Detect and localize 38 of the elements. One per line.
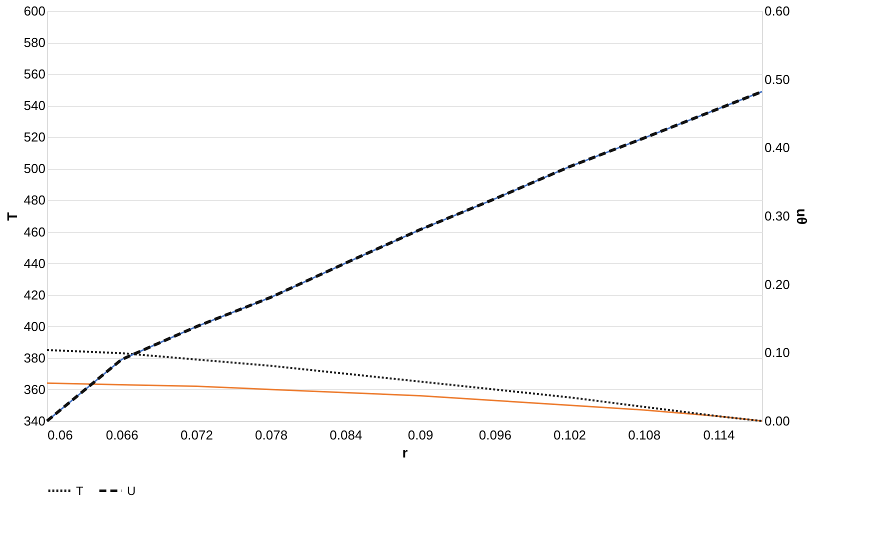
x-tick-label: 0.084 xyxy=(330,428,362,442)
y-tick-label: 420 xyxy=(24,287,46,302)
y-tick-label: 500 xyxy=(24,161,46,176)
y2-tick-label: 0.40 xyxy=(764,140,790,156)
y-tick-label: 380 xyxy=(24,350,46,366)
y-tick-label: 600 xyxy=(24,4,46,18)
y2-tick-label: 0.00 xyxy=(764,414,790,428)
x-tick-label: 0.102 xyxy=(553,428,586,442)
y-tick-label: 440 xyxy=(24,256,46,271)
x-tick-label: 0.114 xyxy=(703,428,735,442)
x-axis-title: r xyxy=(402,444,408,460)
y-tick-label: 520 xyxy=(24,130,46,145)
x-tick-label: 0.096 xyxy=(478,428,512,442)
y-tick-label: 360 xyxy=(24,382,46,397)
y2-tick-label: 0.20 xyxy=(764,276,790,292)
y-tick-label: 400 xyxy=(24,318,46,334)
legend-label: T xyxy=(76,484,84,498)
y2-tick-label: 0.10 xyxy=(764,345,790,360)
y-tick-label: 480 xyxy=(24,192,46,208)
x-tick-label: 0.06 xyxy=(48,428,73,442)
y2-tick-label: 0.60 xyxy=(764,4,790,18)
y2-axis-title: uθ xyxy=(794,208,810,225)
y2-tick-label: 0.50 xyxy=(764,72,790,87)
y-tick-label: 460 xyxy=(24,224,46,240)
x-tick-label: 0.108 xyxy=(628,428,661,442)
x-tick-label: 0.066 xyxy=(106,428,138,442)
y2-tick-label: 0.30 xyxy=(764,208,790,224)
line-series xyxy=(46,349,763,422)
x-tick-label: 0.072 xyxy=(180,428,213,442)
y-axis-title: T xyxy=(4,212,20,221)
y-tick-label: 340 xyxy=(24,414,46,428)
y-tick-label: 560 xyxy=(24,66,46,82)
line-series xyxy=(46,382,763,422)
x-tick-label: 0.078 xyxy=(255,428,288,442)
y-tick-label: 580 xyxy=(24,35,46,50)
legend-label: U xyxy=(127,484,136,498)
y-tick-label: 540 xyxy=(24,98,46,114)
x-tick-label: 0.09 xyxy=(408,428,434,442)
